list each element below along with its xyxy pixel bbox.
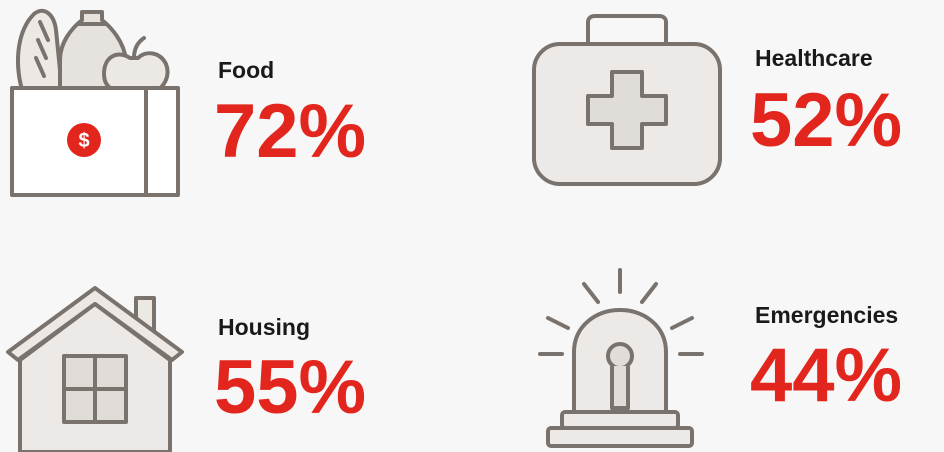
item-value: 55% (214, 345, 366, 430)
item-value: 44% (750, 333, 902, 418)
item-value: 52% (750, 78, 902, 163)
item-label: Food (218, 57, 274, 83)
healthcare-icon (532, 14, 722, 186)
item-label: Healthcare (755, 45, 873, 71)
emergency-icon (538, 268, 704, 448)
housing-icon (6, 286, 184, 452)
dollar-badge (67, 123, 101, 157)
dollar-symbol: $ (78, 130, 89, 152)
item-label: Emergencies (755, 302, 898, 328)
item-value: 72% (214, 89, 366, 174)
item-label: Housing (218, 314, 310, 340)
